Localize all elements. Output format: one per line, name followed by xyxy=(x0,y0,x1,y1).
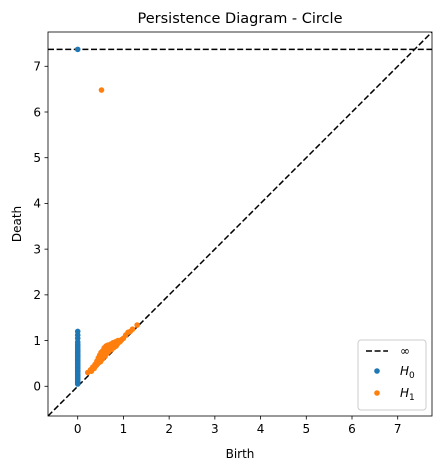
x-tick-label: 1 xyxy=(120,422,128,436)
x-tick-label: 5 xyxy=(302,422,310,436)
y-tick-label: 2 xyxy=(33,288,41,302)
legend: ∞ H0 H1 xyxy=(357,339,427,411)
plot-frame xyxy=(47,31,433,417)
x-tick-label: 0 xyxy=(74,422,82,436)
x-axis: 0 1 2 3 4 5 6 7 xyxy=(74,416,402,436)
y-tick-label: 1 xyxy=(33,334,41,348)
x-tick-label: 4 xyxy=(257,422,265,436)
x-tick-label: 6 xyxy=(348,422,356,436)
y-tick-label: 4 xyxy=(33,197,41,211)
y-tick-label: 0 xyxy=(33,380,41,394)
legend-label-h0: H0 xyxy=(400,364,415,381)
legend-infinity-label: ∞ xyxy=(400,344,410,358)
y-tick-label: 5 xyxy=(33,151,41,165)
y-tick-label: 6 xyxy=(33,105,41,119)
x-tick-label: 7 xyxy=(394,422,402,436)
point-h1 xyxy=(98,87,105,93)
y-axis-label: Death xyxy=(10,206,24,242)
point-h1 xyxy=(134,322,140,328)
point-h0 xyxy=(74,46,81,53)
point-h0 xyxy=(74,328,81,335)
legend-label-h1: H1 xyxy=(400,386,415,403)
x-tick-label: 3 xyxy=(211,422,219,436)
plot-area xyxy=(48,32,432,416)
x-tick-label: 2 xyxy=(165,422,173,436)
y-tick-label: 3 xyxy=(33,242,41,256)
y-tick-label: 7 xyxy=(33,60,41,74)
x-axis-label: Birth xyxy=(226,447,255,461)
chart-title: Persistence Diagram - Circle xyxy=(138,11,343,27)
point-h1 xyxy=(129,326,136,332)
legend-swatch-h0 xyxy=(374,368,380,374)
y-axis: 0 1 2 3 4 5 6 7 xyxy=(33,60,48,394)
legend-swatch-h1 xyxy=(374,390,380,396)
